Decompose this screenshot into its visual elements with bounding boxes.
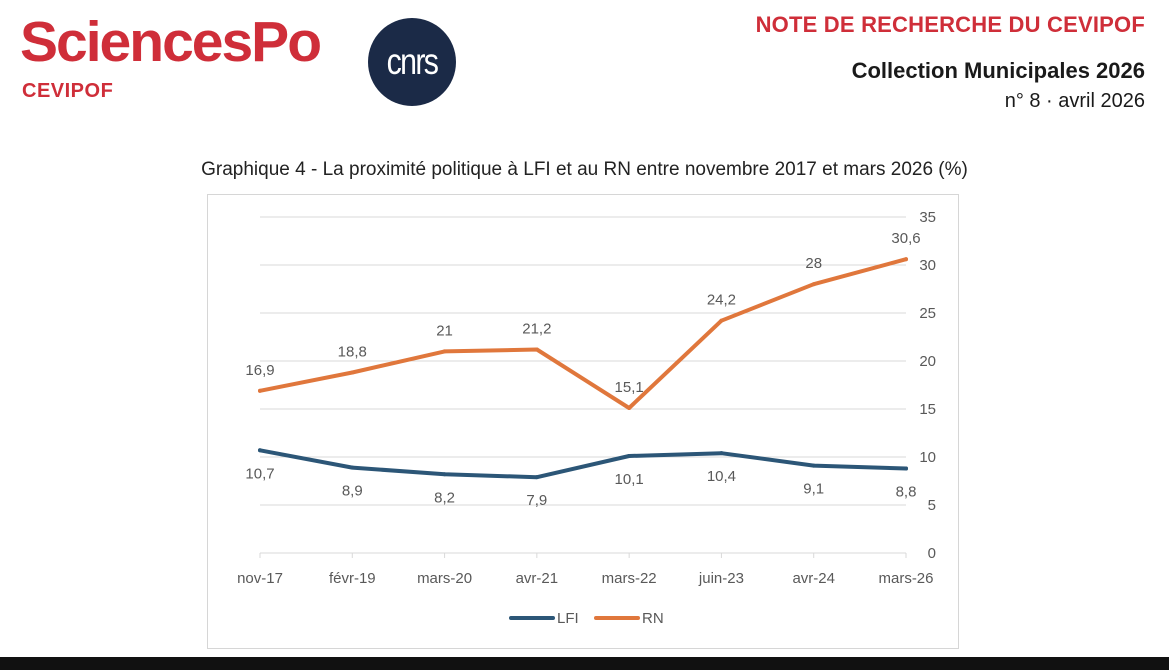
data-label-lfi: 8,2 — [434, 489, 455, 506]
data-label-rn: 28 — [805, 255, 822, 272]
data-point-rn — [350, 370, 355, 375]
data-point-lfi — [719, 451, 724, 456]
data-label-rn: 21 — [436, 322, 453, 339]
issue-info: n° 8 · avril 2026 — [1004, 90, 1145, 112]
x-tick-label: nov-17 — [237, 570, 283, 587]
x-tick-label: févr-19 — [329, 570, 376, 587]
data-point-lfi — [258, 448, 262, 453]
data-point-lfi — [534, 475, 539, 480]
data-label-rn: 16,9 — [245, 362, 274, 379]
data-label-lfi: 7,9 — [526, 492, 547, 509]
data-point-lfi — [442, 472, 447, 477]
data-point-lfi — [350, 465, 355, 470]
header-info: NOTE DE RECHERCHE DU CEVIPOF Collection … — [756, 12, 1145, 113]
data-label-lfi: 8,8 — [896, 484, 917, 501]
data-point-rn — [811, 282, 816, 287]
sciencespo-logo-text: SciencesPo — [20, 10, 322, 74]
y-tick-label: 20 — [919, 353, 936, 370]
y-tick-label: 0 — [928, 545, 936, 562]
data-label-rn: 21,2 — [522, 320, 551, 337]
data-point-rn — [627, 406, 632, 411]
bottom-bar — [0, 657, 1169, 670]
data-point-lfi — [904, 466, 908, 471]
x-tick-label: mars-20 — [417, 570, 472, 587]
cnrs-logo-text: cnrs — [386, 41, 439, 82]
x-tick-label: mars-22 — [602, 570, 657, 587]
collection-title: Collection Municipales 2026 — [851, 58, 1145, 83]
data-label-lfi: 10,1 — [615, 471, 644, 488]
x-tick-label: avr-24 — [792, 570, 835, 587]
data-label-rn: 15,1 — [615, 379, 644, 396]
y-tick-label: 15 — [919, 401, 936, 418]
data-point-rn — [534, 347, 539, 352]
y-tick-label: 35 — [919, 209, 936, 226]
data-point-lfi — [627, 454, 632, 459]
x-tick-label: juin-23 — [698, 570, 744, 587]
data-label-rn: 30,6 — [891, 230, 920, 247]
series-line-rn — [258, 257, 908, 410]
y-tick-label: 10 — [919, 449, 936, 466]
chart-frame: 0 5 10 15 20 25 30 35 nov-17 févr-19 mars-20 avr-21… — [207, 194, 959, 649]
cevipof-logo-text: CEVIPOF — [22, 80, 114, 102]
series-line-lfi — [258, 448, 908, 480]
data-point-rn — [442, 349, 447, 354]
cnrs-logo: cnrs — [368, 18, 456, 106]
x-tick-label: mars-26 — [878, 570, 933, 587]
x-tick-label: avr-21 — [516, 570, 559, 587]
data-label-lfi: 10,7 — [245, 465, 274, 482]
y-tick-label: 25 — [919, 305, 936, 322]
line-chart: 0 5 10 15 20 25 30 35 nov-17 févr-19 mars-20 avr-21… — [237, 209, 936, 627]
data-point-rn — [719, 318, 724, 323]
data-label-rn: 24,2 — [707, 292, 736, 309]
chart-title: Graphique 4 - La proximité politique à L… — [201, 159, 968, 180]
note-title: NOTE DE RECHERCHE DU CEVIPOF — [755, 12, 1145, 37]
legend-label-lfi: LFI — [557, 610, 579, 627]
data-point-lfi — [811, 463, 816, 468]
data-label-lfi: 8,9 — [342, 483, 363, 500]
legend-label-rn: RN — [642, 610, 664, 627]
data-label-lfi: 9,1 — [803, 481, 824, 498]
y-tick-label: 30 — [919, 257, 936, 274]
data-label-rn: 18,8 — [338, 344, 367, 361]
data-label-lfi: 10,4 — [707, 468, 736, 485]
data-point-rn — [904, 257, 908, 262]
y-tick-label: 5 — [928, 497, 936, 514]
data-point-rn — [258, 388, 262, 393]
